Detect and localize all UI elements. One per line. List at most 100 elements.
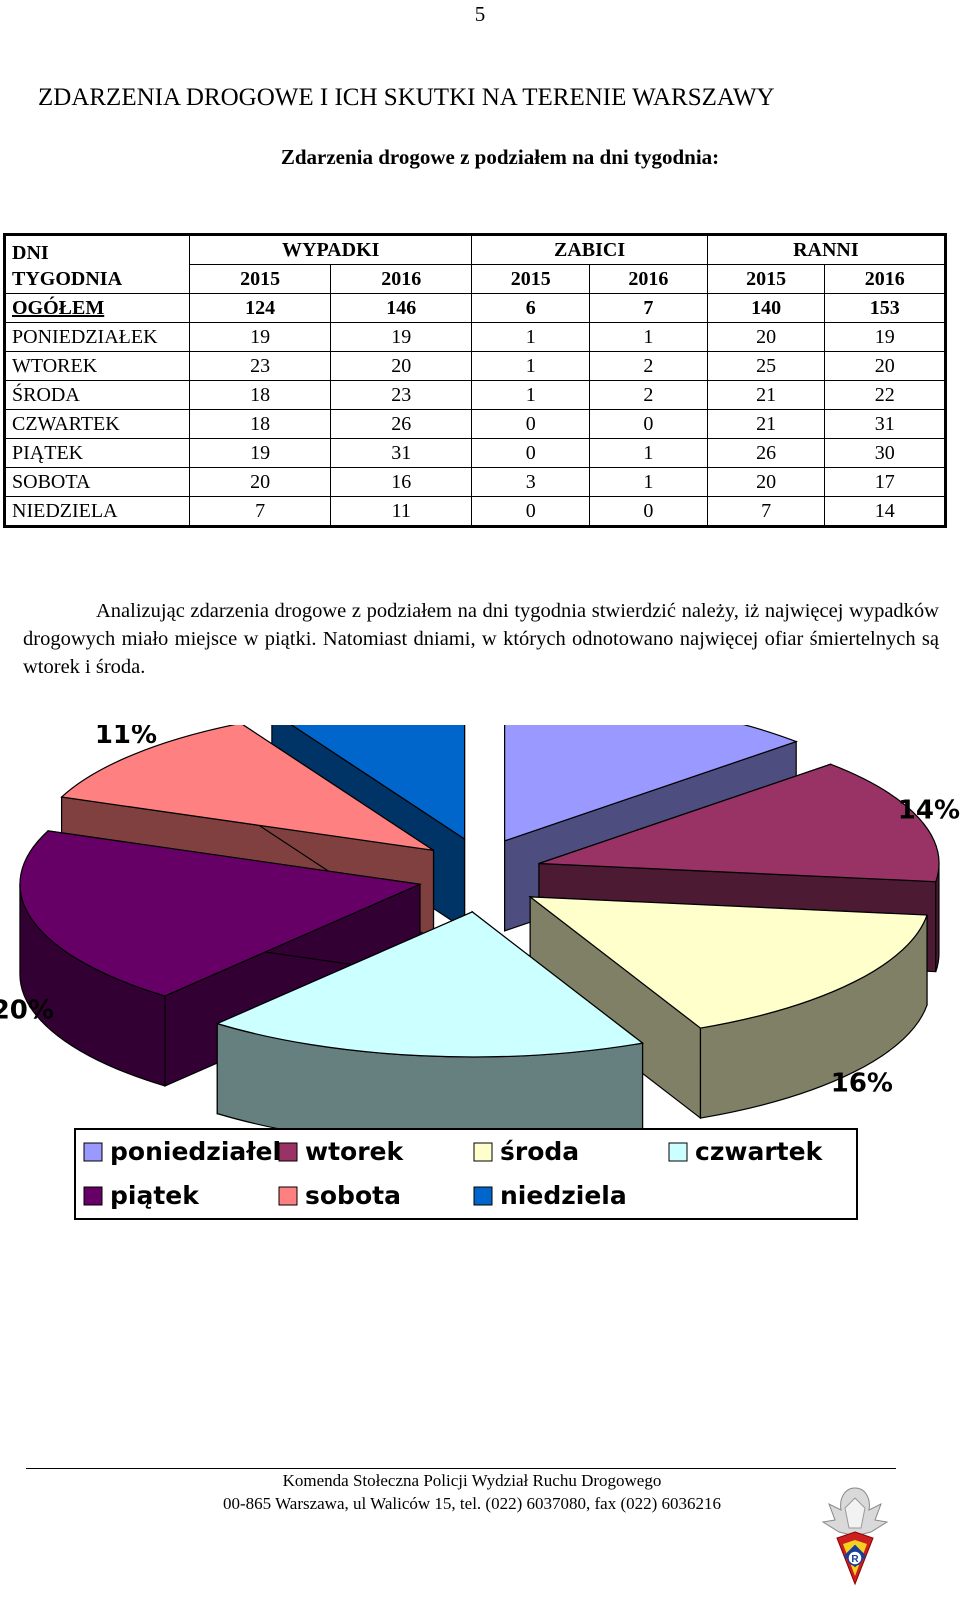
value-cell: 146 xyxy=(330,293,473,323)
day-header-line2: TYGODNIA xyxy=(12,268,123,290)
value-cell: 19 xyxy=(188,322,332,352)
value-cell: 140 xyxy=(706,293,826,323)
year-header: 2015 xyxy=(188,264,332,294)
value-cell: 0 xyxy=(589,496,708,527)
legend-label: piątek xyxy=(110,1181,200,1210)
value-cell: 153 xyxy=(824,293,946,323)
legend-item-czwartek: czwartek xyxy=(668,1137,824,1166)
table-row: NIEDZIELA 7 11 0 0 7 14 xyxy=(4,496,946,527)
table-row: CZWARTEK 18 26 0 0 21 31 xyxy=(4,409,946,439)
value-cell: 21 xyxy=(706,409,826,439)
value-cell: 26 xyxy=(706,438,826,468)
day-cell: PONIEDZIAŁEK xyxy=(4,322,190,352)
weekday-stats-table: DNI TYGODNIA WYPADKI ZABICI RANNI 2015 2… xyxy=(3,233,947,528)
year-header: 2016 xyxy=(824,264,946,294)
value-cell: 1 xyxy=(589,438,708,468)
day-cell: NIEDZIELA xyxy=(4,496,190,527)
analysis-text: Analizując zdarzenia drogowe z podziałem… xyxy=(23,600,939,678)
day-cell: CZWARTEK xyxy=(4,409,190,439)
footer-divider xyxy=(26,1468,896,1469)
legend-label: wtorek xyxy=(305,1137,405,1166)
value-cell: 1 xyxy=(471,351,591,381)
year-header: 2015 xyxy=(706,264,826,294)
page-number: 5 xyxy=(474,2,486,26)
value-cell: 21 xyxy=(706,380,826,410)
slice-percent-label: 20% xyxy=(0,995,54,1025)
value-cell: 6 xyxy=(471,293,591,323)
day-cell: PIĄTEK xyxy=(4,438,190,468)
analysis-paragraph: Analizując zdarzenia drogowe z podziałem… xyxy=(23,597,939,681)
legend-item-piątek: piątek xyxy=(83,1181,200,1210)
legend-label: poniedziałek xyxy=(110,1137,291,1166)
value-cell: 14 xyxy=(824,496,946,527)
legend-item-środa: środa xyxy=(473,1137,579,1166)
page-title: ZDARZENIA DROGOWE I ICH SKUTKI NA TERENI… xyxy=(38,84,775,111)
year-header: 2016 xyxy=(589,264,708,294)
value-cell: 0 xyxy=(471,409,591,439)
legend-label: niedziela xyxy=(500,1181,627,1210)
value-cell: 20 xyxy=(188,467,332,497)
legend-label: środa xyxy=(500,1137,579,1166)
table-row: PONIEDZIAŁEK 19 19 1 1 20 19 xyxy=(4,322,946,352)
day-header-line1: DNI xyxy=(12,242,49,264)
day-cell: OGÓŁEM xyxy=(4,293,190,323)
value-cell: 25 xyxy=(706,351,826,381)
slice-percent-label: 14% xyxy=(898,796,960,826)
slice-percent-label: 16% xyxy=(831,1068,893,1098)
slice-percent-label: 11% xyxy=(95,725,157,750)
value-cell: 0 xyxy=(471,438,591,468)
weekday-pie-chart: 13%14%16%18%20%11%8%poniedziałekwtorekśr… xyxy=(0,725,960,1220)
value-cell: 16 xyxy=(330,467,473,497)
year-header: 2016 xyxy=(330,264,473,294)
value-cell: 11 xyxy=(330,496,473,527)
value-cell: 19 xyxy=(824,322,946,352)
year-header: 2015 xyxy=(471,264,591,294)
table-row: WTOREK 23 20 1 2 25 20 xyxy=(4,351,946,381)
footer-address: 00-865 Warszawa, ul Waliców 15, tel. (02… xyxy=(222,1494,722,1513)
value-cell: 23 xyxy=(188,351,332,381)
group-header-ranni: RANNI xyxy=(706,234,947,265)
logo-letter: R xyxy=(851,1554,859,1565)
legend-item-poniedziałek: poniedziałek xyxy=(83,1137,291,1166)
day-cell: SOBOTA xyxy=(4,467,190,497)
day-column-header: DNI TYGODNIA xyxy=(4,234,190,294)
table-row-total: OGÓŁEM 124 146 6 7 140 153 xyxy=(4,293,946,323)
value-cell: 7 xyxy=(706,496,826,527)
value-cell: 20 xyxy=(706,322,826,352)
value-cell: 124 xyxy=(188,293,332,323)
value-cell: 2 xyxy=(589,380,708,410)
value-cell: 2 xyxy=(589,351,708,381)
value-cell: 20 xyxy=(330,351,473,381)
day-cell: ŚRODA xyxy=(4,380,190,410)
table-row: SOBOTA 20 16 3 1 20 17 xyxy=(4,467,946,497)
value-cell: 7 xyxy=(589,293,708,323)
value-cell: 18 xyxy=(188,380,332,410)
value-cell: 22 xyxy=(824,380,946,410)
value-cell: 19 xyxy=(330,322,473,352)
legend-item-sobota: sobota xyxy=(278,1181,401,1210)
value-cell: 3 xyxy=(471,467,591,497)
chart-legend: poniedziałek wtorek środa czwartek piątek sob… xyxy=(74,1128,858,1220)
table-row: ŚRODA 18 23 1 2 21 22 xyxy=(4,380,946,410)
day-cell: WTOREK xyxy=(4,351,190,381)
group-header-wypadki: WYPADKI xyxy=(188,234,473,265)
police-emblem-logo: R xyxy=(821,1487,889,1586)
pie-slice-środa xyxy=(528,895,928,1120)
table-row: PIĄTEK 19 31 0 1 26 30 xyxy=(4,438,946,468)
value-cell: 1 xyxy=(471,322,591,352)
value-cell: 18 xyxy=(188,409,332,439)
footer-organization: Komenda Stołeczna Policji Wydział Ruchu … xyxy=(282,1471,662,1490)
value-cell: 31 xyxy=(824,409,946,439)
value-cell: 0 xyxy=(589,409,708,439)
pie-slice-czwartek xyxy=(215,910,644,1148)
group-header-zabici: ZABICI xyxy=(471,234,708,265)
value-cell: 1 xyxy=(471,380,591,410)
value-cell: 20 xyxy=(824,351,946,381)
table-subtitle: Zdarzenia drogowe z podziałem na dni tyg… xyxy=(280,145,720,169)
legend-label: sobota xyxy=(305,1181,401,1210)
value-cell: 1 xyxy=(589,467,708,497)
value-cell: 31 xyxy=(330,438,473,468)
value-cell: 17 xyxy=(824,467,946,497)
legend-label: czwartek xyxy=(695,1137,824,1166)
legend-item-niedziela: niedziela xyxy=(473,1181,627,1210)
